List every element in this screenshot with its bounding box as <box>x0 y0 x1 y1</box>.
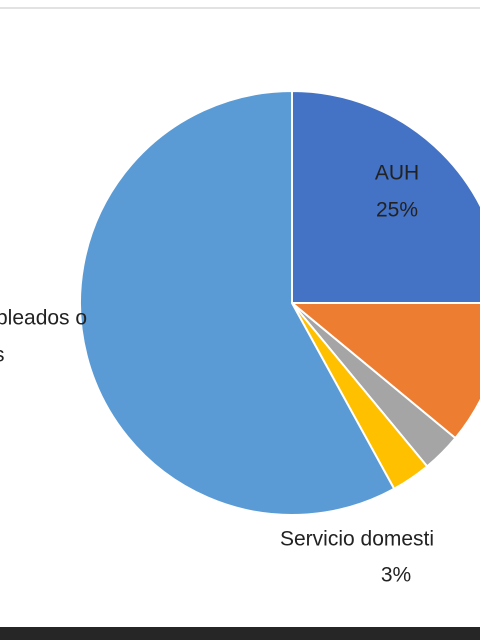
labels: AUH 25% Servicio domesti 3% pleados o s <box>0 162 434 587</box>
slice-label: AUH <box>375 162 419 185</box>
slice-label: 25% <box>376 199 418 222</box>
slice-label: 3% <box>381 564 411 587</box>
pie-slice <box>291 89 480 304</box>
slice-label: Servicio domesti <box>280 528 434 551</box>
pie-slice <box>289 302 480 440</box>
slice-label: s <box>0 344 5 367</box>
slice-label: pleados o <box>0 307 87 330</box>
pie <box>79 89 480 516</box>
frame-bottom <box>0 627 480 640</box>
pie-slice <box>79 89 396 516</box>
